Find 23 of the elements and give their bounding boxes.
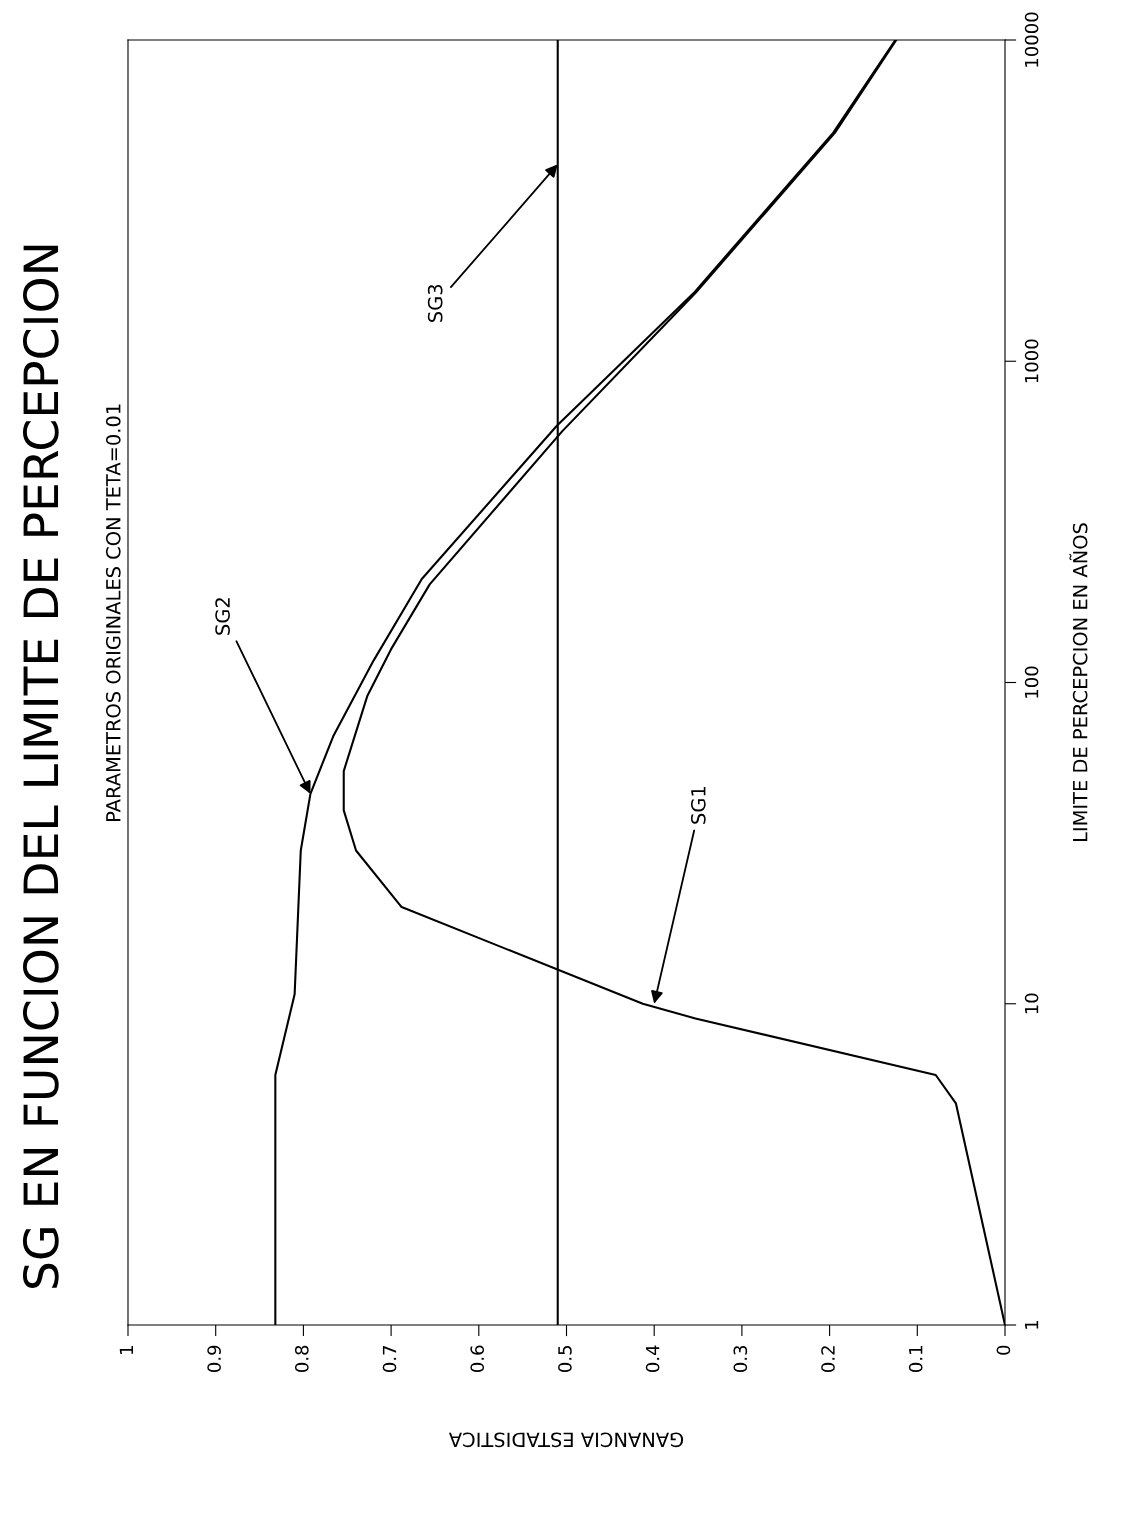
y-tick-label: 10000	[1024, 12, 1039, 67]
x-tick-label: 0.1	[908, 1346, 923, 1372]
x-tick-label: 0.6	[470, 1345, 485, 1372]
y-tick-label: 100	[1024, 666, 1039, 698]
text: SG EN FUNCION DEL LIMITE DE PERCEPCION	[22, 245, 59, 1288]
y-tick-label: 1000	[1024, 339, 1039, 383]
y-tick-label: 1	[1025, 1320, 1039, 1329]
annotation: SG2	[215, 598, 230, 635]
x-tick-label: 0.9	[207, 1345, 221, 1372]
x-tick-label: 0.2	[821, 1346, 835, 1372]
x-tick-label: 0.5	[558, 1346, 572, 1372]
annotation: SG1	[690, 787, 706, 824]
x-tick-label: 0	[996, 1345, 1011, 1355]
x-tick-label: 1	[119, 1346, 133, 1354]
x-tick-label: 0.7	[382, 1345, 397, 1372]
x-tick-label: 0.3	[733, 1345, 748, 1372]
text: PARAMETROS ORIGINALES CON TETA=0.01	[105, 404, 121, 821]
x-tick-label: 0.8	[294, 1345, 309, 1372]
y-tick-label: 10	[1024, 993, 1039, 1014]
x-tick-label: 0.4	[645, 1345, 660, 1372]
y-axis-title: LIMITE DE PERCEPCION EN AÑOS	[1069, 523, 1088, 842]
annotation: SG3	[427, 284, 443, 322]
x-axis-title: GANANCIA ESTADISTICA	[448, 1432, 684, 1448]
